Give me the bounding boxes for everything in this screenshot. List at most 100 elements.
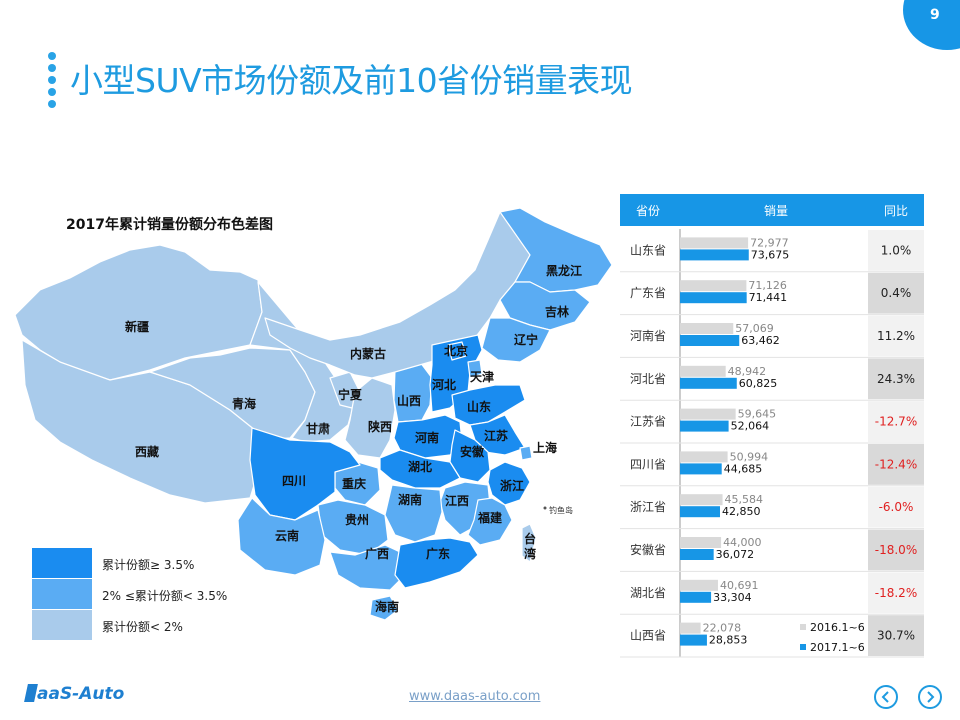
bar-2016	[680, 408, 736, 420]
label-taiwan-2: 湾	[524, 546, 536, 561]
label-jiangsu: 江苏	[484, 428, 508, 443]
legend-swatch-2016	[800, 624, 806, 630]
value-label-2017: 36,072	[716, 548, 755, 561]
yoy-value: 1.0%	[881, 243, 912, 257]
province-taiwan	[521, 523, 537, 563]
label-ningxia: 宁夏	[338, 387, 363, 402]
yoy-cell	[868, 444, 924, 485]
value-label-2016: 48,942	[728, 365, 767, 378]
province-label: 山西省	[630, 629, 666, 643]
province-liaoning	[481, 317, 551, 363]
province-hunan	[384, 484, 443, 543]
legend-swatch-2017	[800, 644, 806, 650]
china-map: 新疆 西藏 青海 甘肃 内蒙古 宁夏 陕西 山西 四川 重庆 云南 贵州 广西 …	[14, 207, 613, 621]
legend-swatch-mid	[32, 579, 92, 609]
label-shanghai: 上海	[533, 440, 557, 455]
province-shanghai	[519, 445, 533, 461]
legend-item-high: 累计份额≥ 3.5%	[32, 548, 262, 579]
bar-2016	[680, 537, 722, 548]
province-chongqing	[334, 461, 381, 506]
label-diaoyudao: 钓鱼岛	[549, 505, 573, 515]
label-hunan: 湖南	[398, 492, 422, 507]
province-label: 河南省	[630, 328, 666, 343]
label-yunnan: 云南	[275, 528, 299, 543]
bar-2016	[680, 237, 749, 249]
province-label: 广东省	[630, 286, 666, 300]
bar-2017	[680, 420, 729, 432]
value-label-2016: 72,977	[750, 236, 789, 249]
bar-2016	[680, 622, 701, 634]
province-sichuan	[249, 427, 361, 521]
label-anhui: 安徽	[460, 444, 485, 459]
bar-2017	[680, 549, 714, 560]
logo-text: aaS-Auto	[37, 684, 125, 704]
title-bullet-dots	[48, 52, 58, 112]
legend-swatch-high	[32, 548, 92, 578]
bar-2016	[680, 451, 728, 463]
yoy-cell	[868, 315, 924, 357]
prev-page-button[interactable]	[874, 685, 898, 709]
label-hainan: 海南	[375, 599, 399, 614]
province-zhejiang	[487, 461, 531, 506]
province-anhui	[449, 429, 491, 483]
province-label: 湖北省	[630, 585, 666, 600]
bar-2017	[680, 506, 720, 518]
province-jilin	[499, 281, 591, 331]
chevron-left-icon	[881, 691, 889, 703]
legend-item-mid: 2% ≤累计份额< 3.5%	[32, 579, 262, 610]
label-guizhou: 贵州	[345, 512, 369, 527]
logo-d-mark	[24, 684, 38, 702]
value-label-2017: 28,853	[709, 634, 748, 647]
legend-swatch-low	[32, 610, 92, 640]
value-label-2016: 71,126	[748, 279, 787, 292]
yoy-cell	[868, 272, 924, 314]
yoy-value: -6.0%	[879, 500, 914, 514]
footer-website-link[interactable]: www.daas-auto.com	[409, 689, 541, 704]
province-tianjin	[467, 359, 483, 379]
yoy-value: -12.7%	[875, 415, 917, 429]
header-yoy: 同比	[884, 204, 908, 218]
bar-2016	[680, 323, 734, 334]
legend-item-low: 累计份额< 2%	[32, 610, 262, 641]
bar-2016	[680, 579, 718, 591]
value-label-2016: 22,078	[703, 622, 742, 635]
province-label: 浙江省	[630, 500, 666, 514]
yoy-value: -18.0%	[875, 543, 917, 557]
province-hainan	[369, 595, 399, 621]
yoy-value: 30.7%	[877, 629, 915, 643]
yoy-value: -12.4%	[875, 457, 917, 471]
province-fujian	[467, 497, 513, 546]
label-xizang: 西藏	[135, 444, 159, 459]
province-guizhou	[317, 499, 389, 556]
label-jilin: 吉林	[545, 304, 569, 319]
value-label-2016: 50,994	[730, 450, 768, 463]
yoy-cell	[868, 529, 924, 571]
next-page-button[interactable]	[918, 685, 942, 709]
bar-2017	[680, 463, 722, 475]
province-label: 江苏省	[630, 415, 666, 429]
value-label-2017: 71,441	[749, 291, 788, 304]
page-title: 小型SUV市场份额及前10省份销量表现	[70, 61, 633, 100]
province-shandong	[451, 384, 526, 426]
value-label-2017: 60,825	[739, 377, 778, 390]
bar-2017	[680, 249, 749, 261]
province-labels: 新疆 西藏 青海 甘肃 内蒙古 宁夏 陕西 山西 四川 重庆 云南 贵州 广西 …	[125, 263, 582, 614]
label-xinjiang: 新疆	[125, 319, 149, 334]
label-qinghai: 青海	[232, 396, 256, 411]
yoy-cell	[868, 572, 924, 614]
label-liaoning: 辽宁	[514, 332, 538, 347]
province-beijing	[447, 341, 467, 361]
province-shaanxi	[344, 377, 396, 459]
value-label-2016: 57,069	[735, 322, 774, 335]
yoy-value: 0.4%	[881, 286, 912, 300]
bar-2017	[680, 634, 707, 646]
label-sichuan: 四川	[282, 474, 306, 488]
bar-2016	[680, 494, 723, 506]
label-guangxi: 广西	[365, 546, 389, 561]
legend-label-high: 累计份额≥ 3.5%	[102, 558, 195, 572]
label-taiwan-1: 台	[524, 531, 536, 546]
value-label-2017: 63,462	[741, 334, 780, 347]
bar-2016	[680, 280, 747, 292]
label-tianjin: 天津	[470, 369, 494, 384]
